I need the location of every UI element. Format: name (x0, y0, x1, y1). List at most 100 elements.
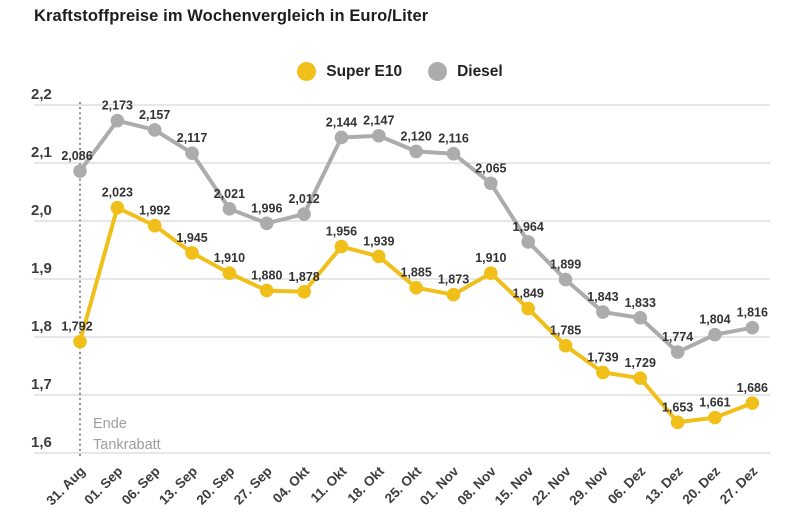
super-e10-point (185, 246, 199, 260)
x-axis-tick-label: 29. Nov (566, 463, 611, 508)
super-e10-value-label: 1,785 (550, 324, 581, 338)
chart-legend: Super E10 Diesel (0, 62, 800, 81)
x-axis-tick-label: 15. Nov (492, 463, 537, 508)
diesel-value-label: 1,833 (625, 296, 656, 310)
x-axis-tick-label: 08. Nov (454, 463, 499, 508)
diesel-value-label: 2,147 (363, 114, 394, 128)
diesel-value-label: 2,086 (61, 149, 92, 163)
super-e10-point (558, 338, 573, 353)
x-axis-tick-label: 06. Dez (605, 463, 649, 507)
y-axis-tick-label: 1,9 (31, 260, 52, 277)
diesel-point (147, 123, 162, 137)
super-e10-point (409, 280, 423, 295)
diesel-value-label: 2,157 (139, 108, 170, 122)
diesel-point (708, 327, 722, 342)
tankrabatt-annotation: Ende (93, 416, 127, 432)
super-e10-point (147, 218, 162, 233)
super-e10-point (708, 410, 722, 425)
diesel-value-label: 1,843 (587, 290, 618, 304)
x-axis-tick-label: 04. Okt (270, 463, 313, 506)
super-e10-point (596, 365, 610, 380)
super-e10-point (446, 287, 461, 302)
diesel-point (670, 345, 685, 359)
y-axis-tick-label: 1,6 (31, 434, 52, 451)
x-axis-tick-label: 01. Nov (417, 463, 462, 508)
x-axis-tick-label: 27. Dez (717, 463, 761, 507)
super-e10-value-label: 1,939 (363, 234, 394, 248)
x-axis-tick-label: 20. Dez (680, 463, 724, 507)
x-axis-tick-label: 13. Sep (156, 464, 200, 508)
diesel-value-label: 1,996 (251, 201, 282, 215)
super-e10-value-label: 1,792 (61, 320, 92, 334)
super-e10-point (633, 371, 648, 385)
diesel-value-label: 1,964 (513, 220, 544, 234)
diesel-value-label: 1,816 (737, 306, 768, 320)
x-axis-tick-label: 22. Nov (529, 463, 574, 508)
legend-item-super-e10: Super E10 (297, 62, 402, 81)
super-e10-point (73, 334, 87, 349)
x-axis-tick-label: 13. Dez (642, 463, 686, 507)
super-e10-point (334, 239, 349, 254)
diesel-point (596, 305, 610, 319)
diesel-value-label: 2,173 (102, 99, 133, 113)
diesel-point (73, 164, 87, 178)
super-e10-point (222, 266, 237, 281)
diesel-point (409, 144, 423, 159)
super-e10-point (745, 396, 760, 410)
diesel-point (185, 146, 199, 160)
diesel-point (558, 272, 573, 287)
x-axis-tick-label: 06. Sep (119, 464, 163, 508)
diesel-point (372, 128, 386, 143)
diesel-value-label: 2,012 (288, 192, 319, 206)
diesel-value-label: 1,804 (699, 313, 730, 327)
super-e10-value-label: 1,653 (662, 400, 693, 414)
x-axis-tick-label: 11. Okt (308, 463, 350, 505)
super-e10-value-label: 1,910 (475, 251, 506, 265)
super-e10-value-label: 1,661 (699, 396, 730, 410)
diesel-value-label: 1,899 (550, 258, 581, 272)
x-axis-tick-label: 01. Sep (81, 464, 125, 508)
y-axis-tick-label: 1,7 (31, 376, 52, 393)
x-axis-tick-label: 27. Sep (231, 464, 275, 508)
super-e10-point (110, 200, 125, 215)
super-e10-value-label: 1,880 (251, 269, 282, 283)
diesel-value-label: 2,120 (401, 129, 432, 143)
diesel-point (222, 202, 237, 216)
super-e10-point (372, 249, 386, 264)
diesel-value-label: 2,144 (326, 115, 357, 129)
diesel-point (446, 146, 461, 161)
diesel-legend-dot-icon (428, 62, 448, 81)
legend-label-super-e10: Super E10 (326, 62, 403, 80)
super-e10-point (297, 284, 311, 299)
super-e10-point (259, 283, 274, 298)
super-e10-value-label: 1,686 (737, 381, 768, 395)
y-axis-tick-label: 1,8 (31, 318, 52, 335)
x-axis-tick-label: 20. Sep (193, 464, 237, 508)
legend-item-diesel: Diesel (428, 62, 503, 81)
x-axis-tick-label: 18. Okt (344, 463, 387, 506)
super-e10-value-label: 1,849 (513, 287, 544, 301)
diesel-value-label: 2,065 (475, 161, 506, 175)
diesel-value-label: 2,116 (438, 132, 469, 146)
super-e10-value-label: 1,739 (587, 350, 618, 364)
super-e10-value-label: 1,956 (326, 225, 357, 239)
super-e10-value-label: 1,729 (625, 356, 656, 370)
y-axis-tick-label: 2,2 (31, 86, 52, 103)
diesel-point (745, 320, 760, 335)
legend-label-diesel: Diesel (457, 62, 503, 80)
super-e10-point (484, 266, 498, 281)
diesel-point (110, 113, 125, 128)
super-e10-legend-dot-icon (297, 62, 317, 81)
diesel-value-label: 1,774 (662, 330, 693, 344)
diesel-value-label: 2,021 (214, 187, 245, 201)
chart-title: Kraftstoffpreise im Wochenvergleich in E… (34, 7, 429, 25)
y-axis-tick-label: 2,0 (31, 202, 52, 219)
diesel-point (633, 311, 648, 325)
diesel-value-label: 2,117 (177, 131, 208, 145)
tankrabatt-annotation: Tankrabatt (93, 437, 161, 453)
y-axis-tick-label: 2,1 (31, 144, 52, 161)
super-e10-value-label: 2,023 (102, 186, 133, 200)
x-axis-tick-label: 31. Aug (43, 464, 88, 509)
